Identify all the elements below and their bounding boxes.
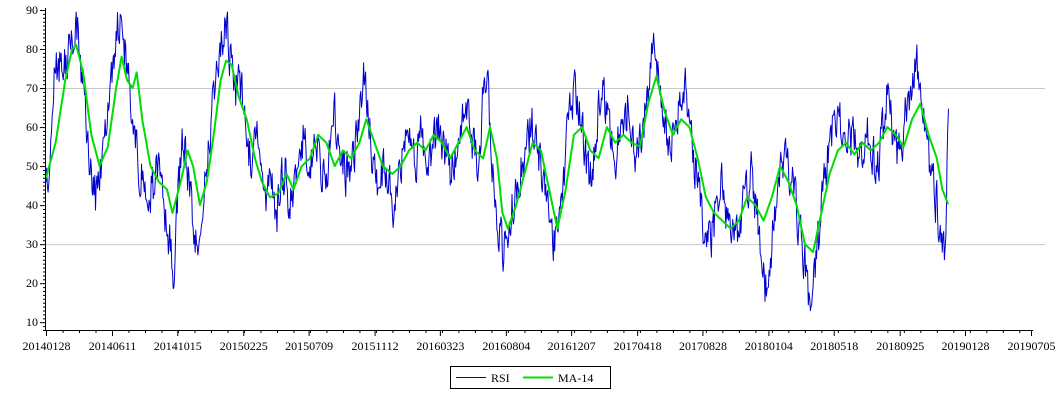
y-tick-label-20: 20	[26, 276, 38, 290]
x-tick-label-20160323: 20160323	[416, 339, 464, 353]
x-tick-label-20170828: 20170828	[679, 339, 727, 353]
x-tick-label-20170418: 20170418	[614, 339, 662, 353]
x-tick-label-20151112: 20151112	[352, 339, 399, 353]
legend-rsi-label: RSI	[491, 371, 510, 385]
y-tick-label-80: 80	[26, 42, 38, 56]
x-tick-label-20140128: 20140128	[23, 339, 71, 353]
y-tick-label-60: 60	[26, 120, 38, 134]
x-tick-label-20150225: 20150225	[220, 339, 268, 353]
x-tick-label-20180925: 20180925	[876, 339, 924, 353]
y-tick-label-50: 50	[26, 159, 38, 173]
x-tick-label-20160804: 20160804	[482, 339, 530, 353]
x-tick-label-20161207: 20161207	[548, 339, 596, 353]
legend-ma14-label: MA-14	[558, 371, 593, 385]
y-tick-label-30: 30	[26, 237, 38, 251]
series-line-ma-14	[45, 44, 949, 253]
y-tick-label-10: 10	[26, 315, 38, 329]
series-layer	[45, 11, 949, 312]
x-tick-label-20180104: 20180104	[745, 339, 793, 353]
y-tick-label-90: 90	[26, 3, 38, 17]
series-line-rsi	[45, 11, 949, 312]
legend: RSI MA-14	[450, 366, 611, 389]
x-tick-label-20150709: 20150709	[285, 339, 333, 353]
y-tick-label-40: 40	[26, 198, 38, 212]
axes: 10 20 30 40 50 60 70 80 90 20140128 20140611 201410…	[23, 3, 1056, 353]
x-tick-label-20190128: 20190128	[942, 339, 990, 353]
gridlines	[46, 88, 1045, 246]
x-tick-label-20141015: 20141015	[154, 339, 202, 353]
x-tick-label-20140611: 20140611	[89, 339, 137, 353]
x-tick-label-20180518: 20180518	[810, 339, 858, 353]
y-tick-label-70: 70	[26, 81, 38, 95]
x-tick-label-20190705: 20190705	[1008, 339, 1056, 353]
